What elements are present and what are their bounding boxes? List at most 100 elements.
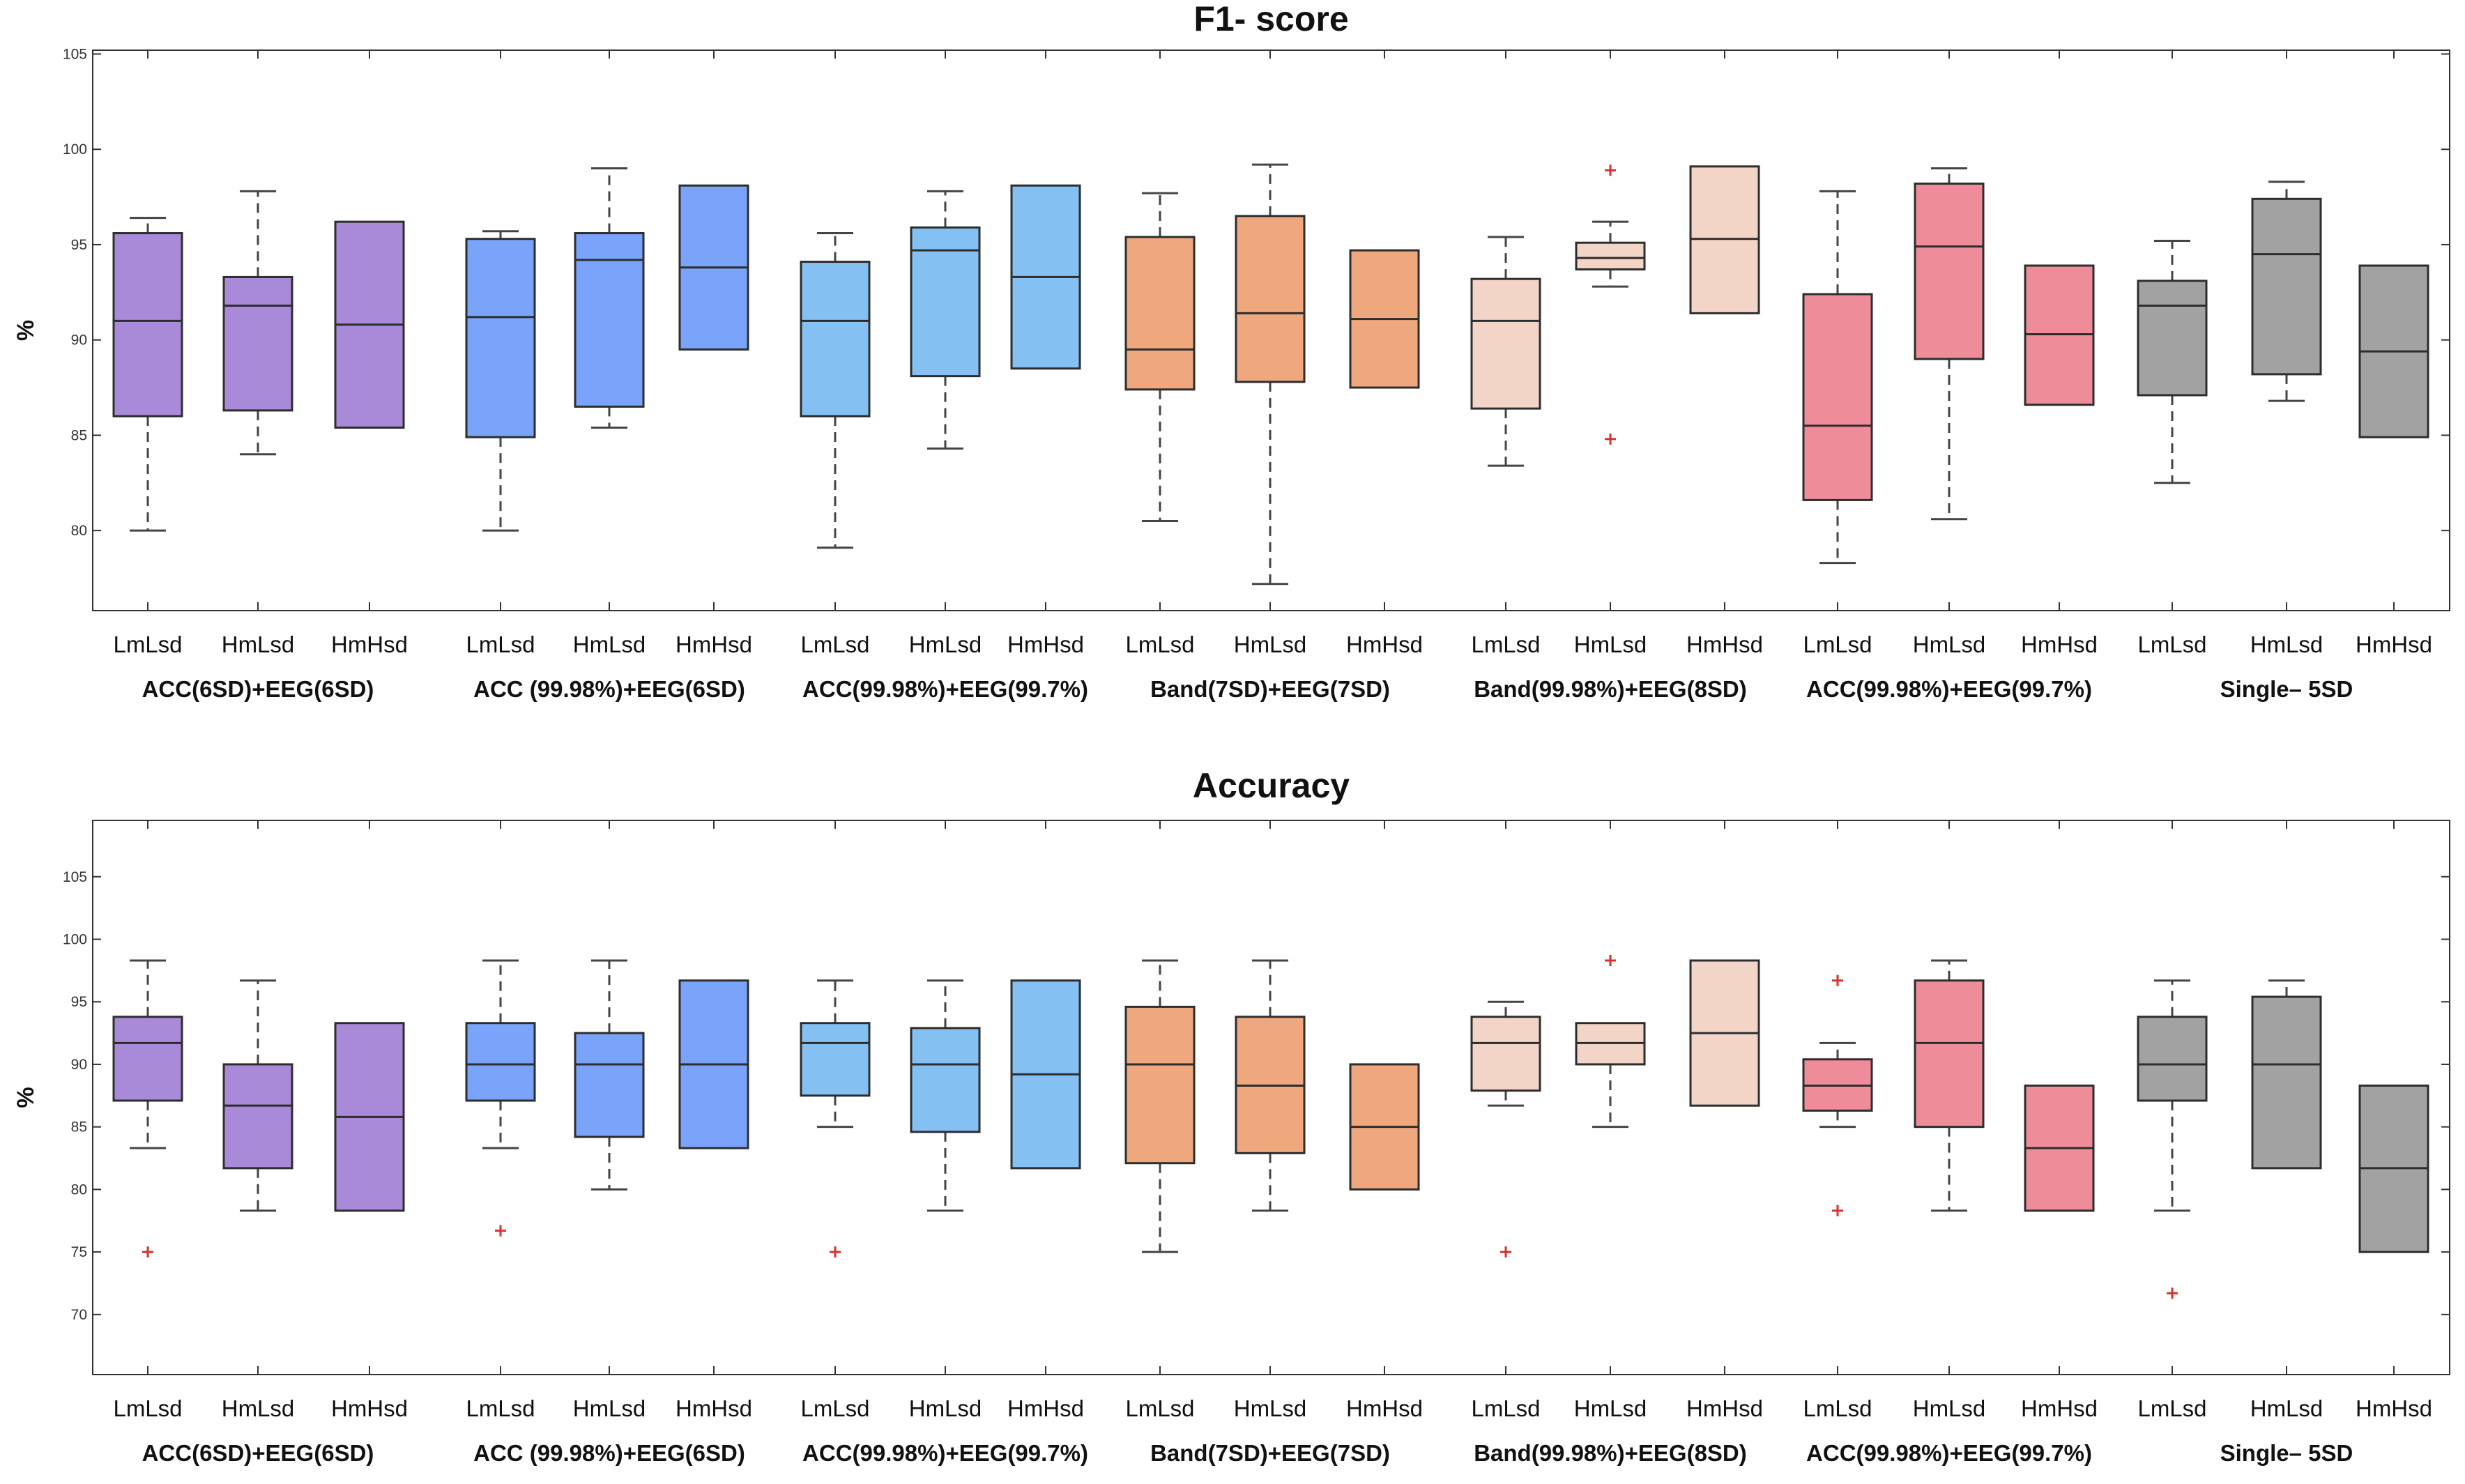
x-group-label: Band(99.98%)+EEG(8SD) (1474, 1440, 1747, 1466)
x-category-label: LmLsd (2137, 1395, 2206, 1421)
x-category-label: LmLsd (1125, 1395, 1194, 1421)
box-hmlsd (222, 1063, 293, 1170)
box-lmlsd (2137, 280, 2208, 397)
x-category-label: HmHsd (1686, 632, 1763, 657)
x-category-label: LmLsd (1803, 632, 1872, 657)
outlier-marker (142, 1246, 153, 1258)
box-lmlsd (465, 1022, 536, 1102)
box-hmlsd (1914, 182, 1985, 360)
x-category-label: HmHsd (1686, 1395, 1763, 1421)
outlier-marker (1500, 1246, 1511, 1258)
x-category-label: HmLsd (1574, 632, 1647, 657)
x-category-label: HmHsd (2356, 632, 2432, 657)
box-hmlsd (1914, 979, 1985, 1129)
x-category-label: HmHsd (1007, 632, 1084, 657)
box-lmlsd (1470, 277, 1541, 410)
x-category-label: LmLsd (466, 632, 535, 657)
x-group-label: ACC(99.98%)+EEG(99.7%) (1806, 1440, 2092, 1466)
y-axis-label: % (13, 320, 39, 341)
outlier-marker (830, 1246, 841, 1258)
box-hmlsd (1235, 215, 1306, 383)
x-category-label: HmLsd (222, 1395, 295, 1421)
x-category-label: LmLsd (2137, 632, 2206, 657)
chart-title: F1- score (1193, 0, 1348, 38)
x-category-label: HmHsd (676, 1395, 752, 1421)
y-tick-label: 105 (63, 869, 87, 885)
x-group-label: ACC(6SD)+EEG(6SD) (142, 1440, 374, 1466)
x-category-label: LmLsd (113, 1395, 182, 1421)
x-category-label: LmLsd (1471, 632, 1540, 657)
x-group-label: ACC (99.98%)+EEG(6SD) (473, 1440, 745, 1466)
box-hmlsd (574, 1032, 645, 1138)
box-lmlsd (1124, 1005, 1196, 1165)
x-group-label: Single– 5SD (2220, 1440, 2353, 1466)
y-tick-label: 90 (71, 332, 87, 349)
box-lmlsd (1470, 1016, 1541, 1092)
x-group-label: Band(7SD)+EEG(7SD) (1150, 676, 1390, 702)
x-category-label: LmLsd (800, 1395, 869, 1421)
y-tick-label: 75 (71, 1244, 87, 1260)
box-lmlsd (112, 232, 183, 418)
f1-score-chart: F1- score 80 85 90 95 100 105% LmLsd HmLsd HmHsd L… (13, 0, 2450, 702)
x-group-label: Band(99.98%)+EEG(8SD) (1474, 676, 1747, 702)
x-group-label: ACC(6SD)+EEG(6SD) (142, 676, 374, 702)
x-category-label: HmLsd (222, 632, 295, 657)
y-tick-label: 100 (63, 141, 87, 158)
box-lmlsd (800, 1022, 871, 1097)
outlier-marker (2167, 1287, 2178, 1299)
box-hmlsd (2251, 197, 2322, 376)
accuracy-chart: Accuracy 70 75 80 85 90 95 100 105% LmLsd HmLsd HmH… (13, 766, 2450, 1466)
x-category-label: LmLsd (1125, 632, 1194, 657)
box-lmlsd (1802, 293, 1873, 501)
y-tick-label: 95 (71, 237, 87, 253)
x-group-label: Single– 5SD (2220, 676, 2353, 702)
outlier-marker (1605, 433, 1616, 445)
outlier-marker (1832, 974, 1843, 986)
box-hmlsd (574, 232, 645, 408)
x-group-label: ACC(99.98%)+EEG(99.7%) (802, 676, 1088, 702)
x-category-label: HmLsd (1234, 1395, 1307, 1421)
x-category-label: HmHsd (676, 632, 752, 657)
x-category-label: HmLsd (909, 632, 982, 657)
x-category-label: LmLsd (113, 632, 182, 657)
box-hmlsd (222, 275, 293, 412)
x-category-label: HmLsd (573, 1395, 646, 1421)
accuracy-panel: Accuracy 70 75 80 85 90 95 100 105% LmLsd HmLsd HmH… (0, 740, 2465, 1481)
x-category-label: HmLsd (2250, 632, 2323, 657)
box-lmlsd (800, 261, 871, 418)
x-category-label: LmLsd (800, 632, 869, 657)
y-tick-label: 70 (71, 1307, 87, 1323)
x-category-label: HmLsd (909, 1395, 982, 1421)
x-category-label: HmHsd (2021, 1395, 2098, 1421)
x-category-label: HmHsd (1007, 1395, 1084, 1421)
x-group-label: Band(7SD)+EEG(7SD) (1150, 1440, 1390, 1466)
box-lmlsd (1124, 236, 1196, 391)
y-tick-label: 85 (71, 427, 87, 443)
x-category-label: HmHsd (331, 632, 408, 657)
f1-score-panel: F1- score 80 85 90 95 100 105% LmLsd HmLsd HmHsd L… (0, 0, 2465, 740)
chart-title: Accuracy (1193, 766, 1350, 805)
y-tick-label: 80 (71, 1181, 87, 1198)
x-category-label: LmLsd (466, 1395, 535, 1421)
outlier-marker (1605, 954, 1616, 966)
x-category-label: LmLsd (1803, 1395, 1872, 1421)
box-hmlsd (1575, 241, 1646, 270)
box-hmlsd (910, 1027, 981, 1133)
box-hmlsd (2251, 995, 2322, 1170)
x-category-label: LmLsd (1471, 1395, 1540, 1421)
y-tick-label: 100 (63, 931, 87, 947)
y-tick-label: 95 (71, 994, 87, 1010)
x-category-label: HmHsd (331, 1395, 408, 1421)
y-tick-label: 85 (71, 1119, 87, 1135)
y-tick-label: 105 (63, 46, 87, 62)
x-category-label: HmLsd (2250, 1395, 2323, 1421)
outlier-marker (1832, 1204, 1843, 1216)
x-group-label: ACC(99.98%)+EEG(99.7%) (802, 1440, 1088, 1466)
x-category-label: HmLsd (1574, 1395, 1647, 1421)
x-category-label: HmHsd (1346, 632, 1423, 657)
y-tick-label: 90 (71, 1057, 87, 1073)
x-group-label: ACC(99.98%)+EEG(99.7%) (1806, 676, 2092, 702)
y-tick-label: 80 (71, 523, 87, 539)
box-lmlsd (465, 238, 536, 438)
box-lmlsd (2137, 1016, 2208, 1102)
